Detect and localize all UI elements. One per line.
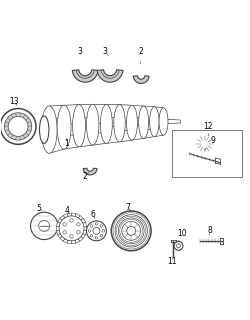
Ellipse shape [41, 106, 57, 153]
Circle shape [93, 228, 100, 234]
Polygon shape [63, 239, 68, 243]
Polygon shape [58, 234, 62, 238]
Polygon shape [56, 222, 60, 227]
Text: 12: 12 [204, 122, 213, 136]
Ellipse shape [131, 117, 143, 125]
Ellipse shape [143, 122, 154, 129]
Ellipse shape [40, 116, 49, 143]
Circle shape [174, 241, 183, 250]
Text: 13: 13 [10, 97, 19, 106]
Polygon shape [78, 236, 83, 241]
Ellipse shape [159, 108, 168, 135]
Polygon shape [60, 215, 65, 220]
Circle shape [77, 223, 80, 226]
Circle shape [200, 140, 208, 148]
Circle shape [70, 219, 73, 222]
Polygon shape [67, 240, 71, 244]
Polygon shape [63, 213, 68, 218]
Text: 4: 4 [64, 206, 70, 215]
Circle shape [88, 230, 91, 232]
Polygon shape [78, 215, 83, 220]
Text: 3: 3 [103, 47, 108, 56]
Circle shape [115, 215, 148, 247]
Polygon shape [81, 234, 86, 238]
Circle shape [122, 221, 141, 240]
Polygon shape [81, 218, 86, 223]
Circle shape [67, 224, 76, 233]
Text: 10: 10 [177, 229, 187, 241]
Polygon shape [60, 236, 65, 241]
Circle shape [86, 221, 106, 241]
Circle shape [90, 235, 93, 237]
Circle shape [100, 235, 102, 237]
Text: 6: 6 [90, 210, 95, 219]
Circle shape [196, 136, 213, 152]
Text: 9: 9 [204, 136, 216, 150]
Circle shape [0, 108, 36, 144]
Text: 5: 5 [37, 204, 42, 213]
Polygon shape [72, 240, 76, 244]
Circle shape [77, 231, 80, 234]
Circle shape [90, 225, 93, 227]
Ellipse shape [126, 105, 138, 140]
Ellipse shape [77, 118, 95, 128]
Ellipse shape [100, 105, 112, 143]
Circle shape [95, 236, 98, 239]
Text: 8: 8 [207, 226, 212, 235]
Bar [172, 130, 242, 177]
Circle shape [95, 223, 98, 225]
Polygon shape [72, 213, 76, 216]
Circle shape [4, 113, 32, 140]
Polygon shape [67, 213, 71, 216]
Polygon shape [58, 218, 62, 223]
Ellipse shape [72, 105, 86, 147]
Circle shape [176, 244, 180, 248]
Polygon shape [72, 70, 98, 82]
Text: 2: 2 [139, 47, 143, 64]
Ellipse shape [139, 106, 148, 138]
Text: 3: 3 [78, 47, 83, 56]
Polygon shape [83, 168, 97, 175]
Polygon shape [84, 226, 87, 231]
Ellipse shape [86, 104, 99, 145]
Polygon shape [75, 213, 80, 218]
Text: 7: 7 [125, 203, 131, 212]
Ellipse shape [105, 117, 121, 126]
Ellipse shape [150, 107, 159, 137]
Circle shape [30, 212, 58, 240]
Polygon shape [56, 230, 60, 235]
Circle shape [59, 216, 84, 241]
Polygon shape [56, 226, 59, 231]
Ellipse shape [62, 124, 81, 135]
Circle shape [8, 116, 28, 136]
Circle shape [70, 235, 73, 238]
Ellipse shape [114, 105, 125, 142]
Circle shape [111, 211, 151, 251]
Ellipse shape [119, 122, 133, 131]
Circle shape [127, 226, 136, 235]
Ellipse shape [57, 105, 71, 149]
Text: 2: 2 [83, 172, 89, 181]
Circle shape [102, 230, 104, 232]
Circle shape [63, 231, 66, 234]
Circle shape [100, 225, 102, 227]
Polygon shape [75, 239, 80, 243]
Text: 1: 1 [64, 139, 69, 148]
Ellipse shape [92, 124, 108, 133]
Polygon shape [97, 70, 123, 82]
Polygon shape [133, 76, 149, 84]
Polygon shape [83, 230, 87, 235]
Ellipse shape [47, 118, 66, 129]
Text: 11: 11 [168, 257, 177, 267]
Circle shape [118, 218, 144, 244]
Circle shape [63, 223, 66, 226]
Circle shape [39, 220, 50, 231]
Polygon shape [83, 222, 87, 227]
